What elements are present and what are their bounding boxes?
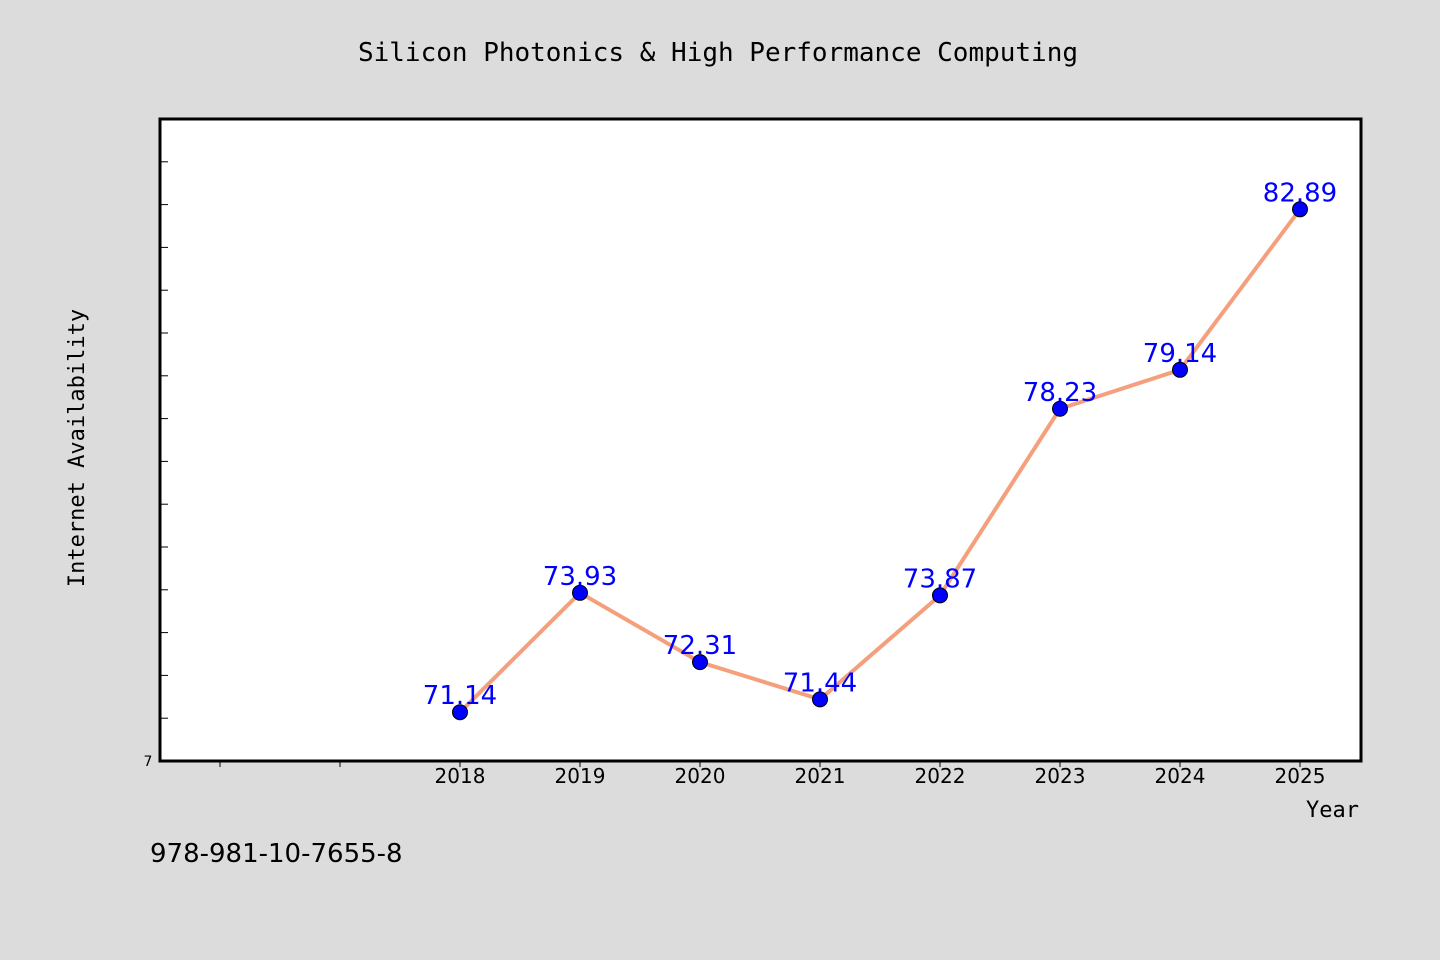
data-label: 71.44 bbox=[783, 668, 857, 698]
x-tick-label: 2020 bbox=[675, 764, 726, 788]
data-label: 73.87 bbox=[903, 564, 977, 594]
y-tick-label-min: 7 bbox=[144, 754, 153, 770]
data-label: 78.23 bbox=[1023, 378, 1097, 408]
data-label: 72.31 bbox=[663, 631, 737, 661]
x-tick-label: 2023 bbox=[1035, 764, 1086, 788]
x-tick-label: 2025 bbox=[1275, 764, 1326, 788]
data-label: 79.14 bbox=[1143, 339, 1217, 369]
data-point bbox=[812, 691, 828, 708]
data-label: 82.89 bbox=[1263, 178, 1337, 208]
data-label: 71.14 bbox=[423, 681, 497, 711]
data-point bbox=[1292, 201, 1308, 218]
data-label: 73.93 bbox=[543, 562, 617, 592]
y-axis-label: Internet Availability bbox=[65, 309, 90, 587]
data-point bbox=[1172, 361, 1188, 378]
y-axis-ticks bbox=[160, 161, 168, 719]
footnote-isbn: 978-981-10-7655-8 bbox=[150, 839, 403, 869]
series-line bbox=[458, 207, 1302, 715]
x-axis-label: Year bbox=[1306, 798, 1359, 823]
data-point bbox=[692, 654, 708, 671]
x-tick-label: 2018 bbox=[435, 764, 486, 788]
data-point bbox=[1052, 400, 1068, 417]
x-tick-label: 2022 bbox=[915, 764, 966, 788]
data-point bbox=[932, 587, 948, 604]
chart-title: Silicon Photonics & High Performance Com… bbox=[358, 38, 1078, 68]
data-point bbox=[452, 704, 468, 721]
x-tick-labels: 2018 2019 2020 2021 2022 2023 2024 2025 bbox=[435, 764, 1326, 788]
x-tick-label: 2024 bbox=[1155, 764, 1206, 788]
series-0: 71.14 73.93 72.31 71.44 73.87 78.23 79.14 82.89 bbox=[423, 178, 1337, 721]
x-tick-label: 2021 bbox=[795, 764, 846, 788]
x-axis-ticks bbox=[219, 761, 1301, 767]
plot-area bbox=[158, 117, 1363, 763]
data-point bbox=[572, 584, 588, 601]
x-tick-label: 2019 bbox=[555, 764, 606, 788]
